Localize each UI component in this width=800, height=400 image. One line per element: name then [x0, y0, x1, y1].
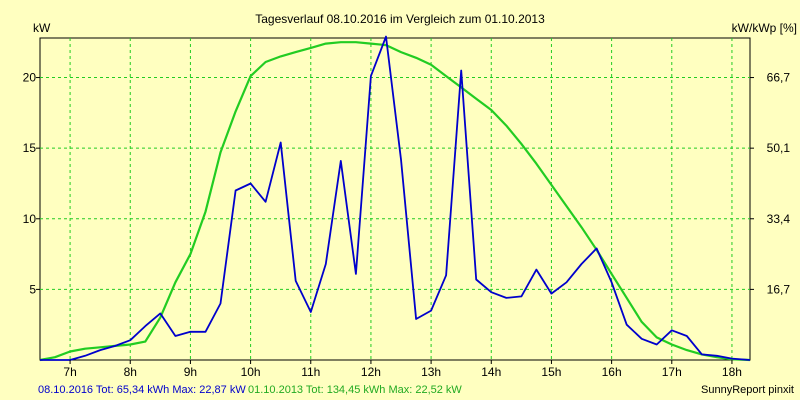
x-tick-label: 14h: [481, 365, 501, 379]
x-tick-label: 8h: [124, 365, 137, 379]
y-tick-label-left: 10: [23, 212, 37, 226]
x-tick-label: 13h: [421, 365, 441, 379]
y-tick-label-right: 50,1: [767, 141, 791, 155]
y-tick-label-left: 15: [23, 141, 37, 155]
footer-credit: SunnyReport pinxit: [701, 384, 794, 396]
grid-layer: [40, 38, 750, 360]
x-tick-label: 9h: [184, 365, 197, 379]
x-tick-label: 16h: [602, 365, 622, 379]
y-axis-label-left: kW: [33, 21, 51, 35]
x-tick-label: 7h: [63, 365, 76, 379]
series-line-2: [39, 41, 751, 362]
tick-layer: 7h 8h 9h 10h 11h 12h 13h 14h 15h 16h 17h 18h 5 16,7 10…: [23, 71, 791, 379]
x-tick-label: 17h: [662, 365, 682, 379]
x-tick-label: 12h: [361, 365, 381, 379]
y-tick-label-right: 33,4: [767, 212, 791, 226]
y-tick-label-left: 20: [23, 71, 37, 85]
plot-area: [39, 37, 751, 361]
y-tick-label-right: 16,7: [767, 282, 791, 296]
x-tick-label: 11h: [301, 365, 320, 379]
x-tick-label: 15h: [541, 365, 561, 379]
y-tick-label-left: 5: [29, 282, 36, 296]
y-axis-label-right: kW/kWp [%]: [732, 21, 797, 35]
y-tick-label-right: 66,7: [767, 71, 791, 85]
x-tick-label: 18h: [722, 365, 742, 379]
footer-series1-summary: 08.10.2016 Tot: 65,34 kWh Max: 22,87 kW: [38, 384, 246, 396]
series-line-1: [40, 35, 751, 361]
series-layer: [39, 35, 751, 362]
x-tick-label: 10h: [241, 365, 261, 379]
footer-series2-summary: 01.10.2013 Tot: 134,45 kWh Max: 22,52 kW: [248, 384, 462, 396]
chart-title: Tagesverlauf 08.10.2016 im Vergleich zum…: [255, 12, 545, 26]
